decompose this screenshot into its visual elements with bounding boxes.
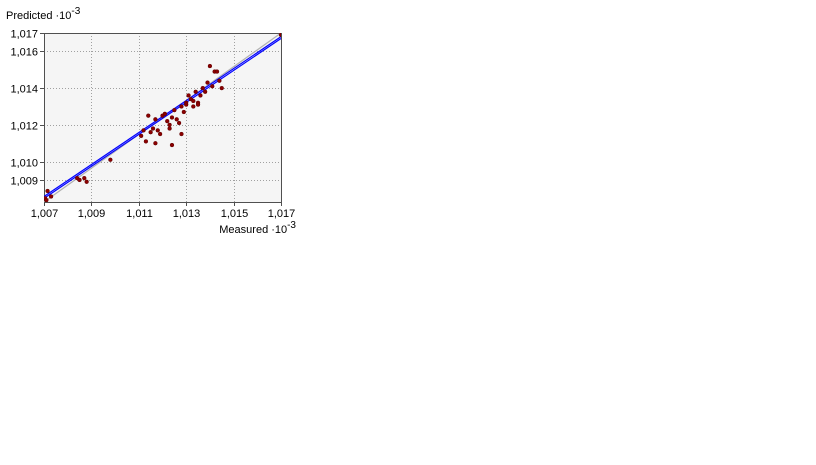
data-point: [278, 33, 281, 37]
plot-border: [44, 33, 282, 203]
data-point: [139, 133, 144, 139]
y-axis-label: Predicted: [6, 10, 52, 22]
y-axis-title: Predicted ·10-3: [6, 6, 81, 22]
data-point: [186, 93, 191, 98]
data-point: [82, 175, 87, 181]
fit-line: [44, 38, 281, 199]
data-point: [179, 104, 184, 109]
y-tick-label: 1,012: [10, 121, 38, 133]
y-tick-label: 1,014: [10, 84, 38, 96]
data-point: [176, 120, 182, 126]
data-point: [146, 113, 151, 118]
y-tick-label: 1,017: [10, 29, 38, 41]
data-point: [181, 109, 186, 115]
data-point: [219, 85, 224, 91]
data-point: [193, 89, 198, 94]
data-point: [157, 131, 163, 137]
x-axis-title: Measured ·10-3: [219, 220, 296, 236]
data-point: [198, 93, 203, 98]
data-point: [165, 119, 170, 124]
data-point: [167, 126, 172, 131]
data-point: [167, 122, 172, 127]
data-point: [148, 130, 153, 135]
data-point: [200, 85, 205, 91]
data-point: [195, 102, 201, 107]
data-point: [141, 128, 146, 133]
data-point: [207, 63, 213, 69]
data-point: [45, 188, 50, 194]
data-point: [191, 104, 196, 109]
data-point: [162, 111, 168, 116]
data-point: [214, 69, 220, 74]
x-axis-label: Measured: [219, 224, 268, 236]
x-tick-label: 1,015: [221, 208, 249, 220]
plot-content: [44, 27, 281, 202]
data-point: [77, 177, 82, 183]
data-point: [48, 194, 54, 199]
data-point: [44, 198, 49, 202]
data-point: [172, 108, 177, 113]
x-tick-label: 1,013: [173, 208, 201, 220]
x-tick-label: 1,009: [78, 208, 106, 220]
data-point: [179, 131, 184, 137]
y-axis-exponent-sup: -3: [71, 6, 80, 17]
data-point: [153, 141, 158, 146]
data-point: [205, 80, 210, 85]
data-point: [108, 157, 113, 162]
y-axis-exponent: ·10: [55, 10, 71, 22]
data-point: [217, 78, 222, 83]
x-tick-label: 1,007: [31, 208, 59, 220]
data-point: [143, 139, 149, 144]
x-tick-label: 1,017: [268, 208, 296, 220]
data-point: [203, 89, 208, 94]
y-tick-label: 1,010: [10, 158, 38, 170]
x-axis-exponent-sup: -3: [287, 220, 296, 231]
data-point: [150, 126, 156, 131]
y-tick-label: 1,016: [10, 47, 38, 59]
x-tick-label: 1,011: [126, 208, 153, 220]
data-point: [169, 115, 175, 120]
data-point: [174, 117, 179, 122]
data-point: [184, 102, 189, 107]
data-point: [84, 179, 89, 184]
data-point: [210, 84, 215, 89]
data-point: [272, 27, 276, 31]
data-point: [191, 98, 196, 104]
y-tick-label: 1,009: [10, 176, 38, 188]
data-point: [169, 142, 175, 148]
data-point: [153, 117, 158, 122]
x-axis-exponent: ·10: [271, 224, 287, 236]
data-point: [155, 128, 160, 133]
